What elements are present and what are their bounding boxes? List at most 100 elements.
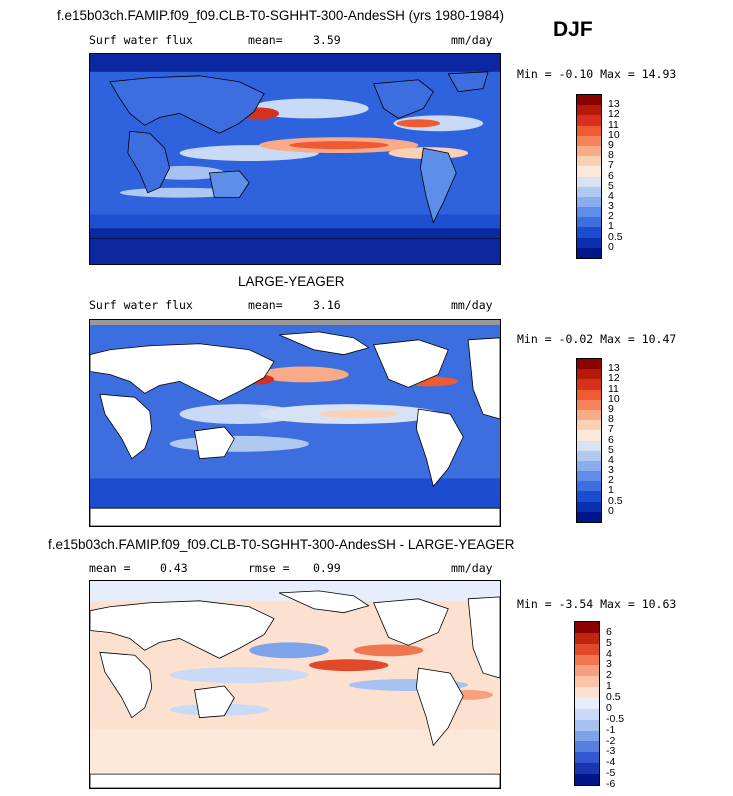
colorbar-swatch <box>577 369 601 380</box>
colorbar-swatch <box>577 207 601 218</box>
middle-cbar-label: 4 <box>608 453 614 466</box>
colorbar-swatch <box>575 676 599 688</box>
bottom-rmse-label: rmse = <box>248 561 290 575</box>
top-cbar-label: 0 <box>608 240 614 253</box>
top-var-label: Surf water flux <box>89 33 193 47</box>
bottom-min-label: Min = <box>517 597 552 611</box>
colorbar-swatch <box>577 227 601 238</box>
top-max-label: Max = <box>600 67 635 81</box>
colorbar-swatch <box>575 752 599 764</box>
colorbar-swatch <box>577 460 601 472</box>
colorbar-swatch <box>577 481 601 492</box>
colorbar-swatch <box>577 247 601 258</box>
bottom-cbar-label: -4 <box>606 756 616 769</box>
colorbar-swatch <box>575 622 599 633</box>
middle-cbar-label: 12 <box>608 372 620 385</box>
bottom-colorbar <box>574 621 600 786</box>
colorbar-swatch <box>577 176 601 187</box>
middle-map <box>89 319 501 527</box>
bottom-min-value: -3.54 <box>558 597 594 611</box>
colorbar-swatch <box>577 145 601 157</box>
top-cbar-label: 13 <box>608 98 620 111</box>
top-cbar-label: 11 <box>608 118 619 131</box>
bottom-map <box>89 580 501 789</box>
bottom-mean-value: 0.43 <box>160 561 188 575</box>
bottom-cbar-label: 5 <box>606 636 612 649</box>
bottom-mean-label: mean = <box>89 561 131 575</box>
colorbar-swatch <box>577 409 601 421</box>
colorbar-swatch <box>575 708 599 720</box>
middle-mean-label: mean= <box>248 298 283 312</box>
middle-colorbar <box>576 358 602 523</box>
top-cbar-label: 8 <box>608 149 614 162</box>
middle-var-label: Surf water flux <box>89 298 193 312</box>
middle-minmax: Min = -0.02 Max = 10.47 <box>517 332 676 346</box>
middle-max-value: 10.47 <box>641 332 677 346</box>
middle-cbar-label: 1 <box>608 484 614 497</box>
middle-cbar-label: 9 <box>608 402 614 415</box>
bottom-cbar-label: 0.5 <box>606 691 621 704</box>
top-cbar-label: 0.5 <box>608 230 623 243</box>
bottom-cbar-label: -6 <box>606 778 616 790</box>
colorbar-swatch <box>577 156 601 167</box>
middle-cbar-label: 6 <box>608 433 614 446</box>
middle-min-label: Min = <box>517 332 552 346</box>
middle-min-value: -0.02 <box>558 332 594 346</box>
colorbar-swatch <box>577 125 601 136</box>
bottom-cbar-label: -3 <box>606 745 616 758</box>
colorbar-swatch <box>577 501 601 512</box>
bottom-max-value: 10.63 <box>641 597 677 611</box>
top-map <box>89 53 501 265</box>
middle-cbar-label: 8 <box>608 413 614 426</box>
top-minmax: Min = -0.10 Max = 14.93 <box>517 67 676 81</box>
middle-map-svg <box>90 320 500 526</box>
bottom-cbar-label: 2 <box>606 669 612 682</box>
middle-mean-value: 3.16 <box>313 298 341 312</box>
colorbar-swatch <box>577 217 601 228</box>
colorbar-swatch <box>577 430 601 441</box>
top-cbar-label: 5 <box>608 179 614 192</box>
middle-cbar-label: 3 <box>608 464 614 477</box>
colorbar-swatch <box>577 186 601 197</box>
colorbar-swatch <box>575 719 599 731</box>
colorbar-swatch <box>577 379 601 390</box>
bottom-map-svg <box>90 581 500 788</box>
colorbar-swatch <box>575 665 599 677</box>
bottom-cbar-label: 1 <box>606 680 612 693</box>
top-cbar-label: 2 <box>608 210 614 223</box>
bottom-cbar-label: 0 <box>606 701 612 714</box>
top-mean-label: mean= <box>248 33 283 47</box>
top-cbar-label: 9 <box>608 138 614 151</box>
top-cbar-label: 7 <box>608 159 614 172</box>
middle-cbar-label: 0 <box>608 504 614 517</box>
top-cbar-label: 3 <box>608 200 614 213</box>
top-cbar-label: 1 <box>608 220 614 233</box>
colorbar-swatch <box>577 450 601 461</box>
colorbar-swatch <box>577 237 601 248</box>
bottom-max-label: Max = <box>600 597 635 611</box>
bottom-cbar-label: 3 <box>606 658 612 671</box>
middle-cbar-label: 11 <box>608 382 619 395</box>
bottom-minmax: Min = -3.54 Max = 10.63 <box>517 597 676 611</box>
colorbar-swatch <box>577 491 601 502</box>
bottom-cbar-label: 6 <box>606 625 612 638</box>
colorbar-swatch <box>577 105 601 116</box>
colorbar-swatch <box>577 440 601 451</box>
middle-plot-title: LARGE-YEAGER <box>238 274 345 289</box>
top-cbar-label: 10 <box>608 128 620 141</box>
colorbar-swatch <box>577 95 601 106</box>
top-units: mm/day <box>451 33 493 47</box>
colorbar-swatch <box>577 389 601 400</box>
top-plot-title: f.e15b03ch.FAMIP.f09_f09.CLB-T0-SGHHT-30… <box>57 8 504 23</box>
top-cbar-label: 12 <box>608 108 620 121</box>
season-label: DJF <box>553 18 593 41</box>
colorbar-swatch <box>575 774 599 785</box>
top-max-value: 14.93 <box>641 67 677 81</box>
colorbar-swatch <box>577 359 601 370</box>
middle-cbar-label: 5 <box>608 443 614 456</box>
top-colorbar <box>576 94 602 259</box>
middle-cbar-label: 0.5 <box>608 494 623 507</box>
middle-units: mm/day <box>451 298 493 312</box>
bottom-cbar-label: -5 <box>606 767 616 780</box>
colorbar-swatch <box>575 654 599 666</box>
